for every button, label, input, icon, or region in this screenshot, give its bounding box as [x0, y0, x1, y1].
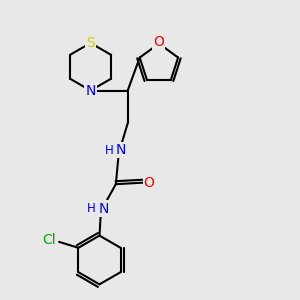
- Text: N: N: [85, 84, 96, 98]
- Text: O: O: [144, 176, 154, 190]
- Text: H: H: [87, 202, 96, 215]
- Text: O: O: [154, 35, 164, 49]
- Text: H: H: [105, 143, 114, 157]
- Text: Cl: Cl: [42, 233, 56, 248]
- Text: N: N: [98, 202, 109, 216]
- Text: S: S: [86, 36, 95, 50]
- Text: N: N: [116, 143, 126, 157]
